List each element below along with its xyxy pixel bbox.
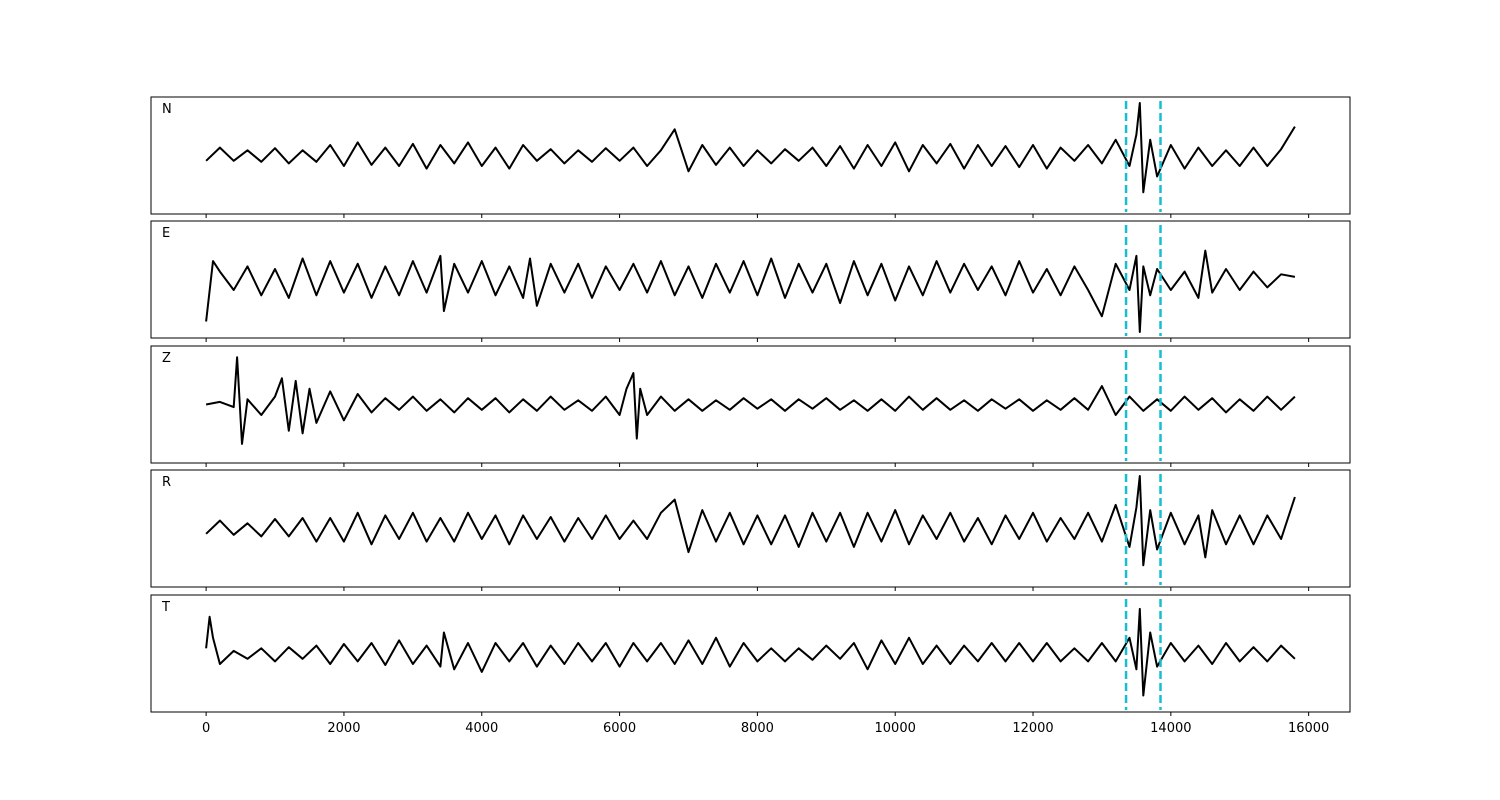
- waveform-z: [205, 356, 1296, 445]
- x-tick-label: 0: [202, 721, 210, 736]
- waveform-e: [205, 249, 1296, 333]
- panel-frame: [150, 220, 1351, 339]
- waveform-t: [205, 607, 1296, 697]
- panel-z: Z: [150, 345, 1351, 467]
- panel-r: R: [150, 469, 1351, 591]
- x-tick-label: 6000: [603, 721, 636, 736]
- panel-label: R: [162, 475, 171, 490]
- x-tick-label: 12000: [1012, 721, 1053, 736]
- panel-t: T: [150, 594, 1351, 716]
- panel-frame: [150, 594, 1351, 713]
- x-tick-label: 14000: [1150, 721, 1191, 736]
- x-tick-label: 2000: [327, 721, 360, 736]
- x-tick-label: 10000: [875, 721, 916, 736]
- panel-frame: [150, 96, 1351, 215]
- panel-frame: [150, 345, 1351, 464]
- panel-label: N: [162, 102, 172, 117]
- waveform-r: [205, 475, 1296, 567]
- x-tick-label: 4000: [465, 721, 498, 736]
- panel-label: Z: [162, 351, 171, 366]
- waveform-n: [205, 102, 1296, 194]
- panel-e: E: [150, 220, 1351, 342]
- x-axis: 0 2000 4000 6000 8000 10000 12000 14000 16000: [202, 721, 1329, 736]
- x-tick-label: 16000: [1288, 721, 1329, 736]
- panel-label: T: [161, 600, 170, 615]
- panel-frame: [150, 469, 1351, 588]
- panel-n: N: [150, 96, 1351, 218]
- x-tick-label: 8000: [741, 721, 774, 736]
- panels-group: N E Z R T: [150, 96, 1351, 716]
- panel-label: E: [162, 226, 170, 241]
